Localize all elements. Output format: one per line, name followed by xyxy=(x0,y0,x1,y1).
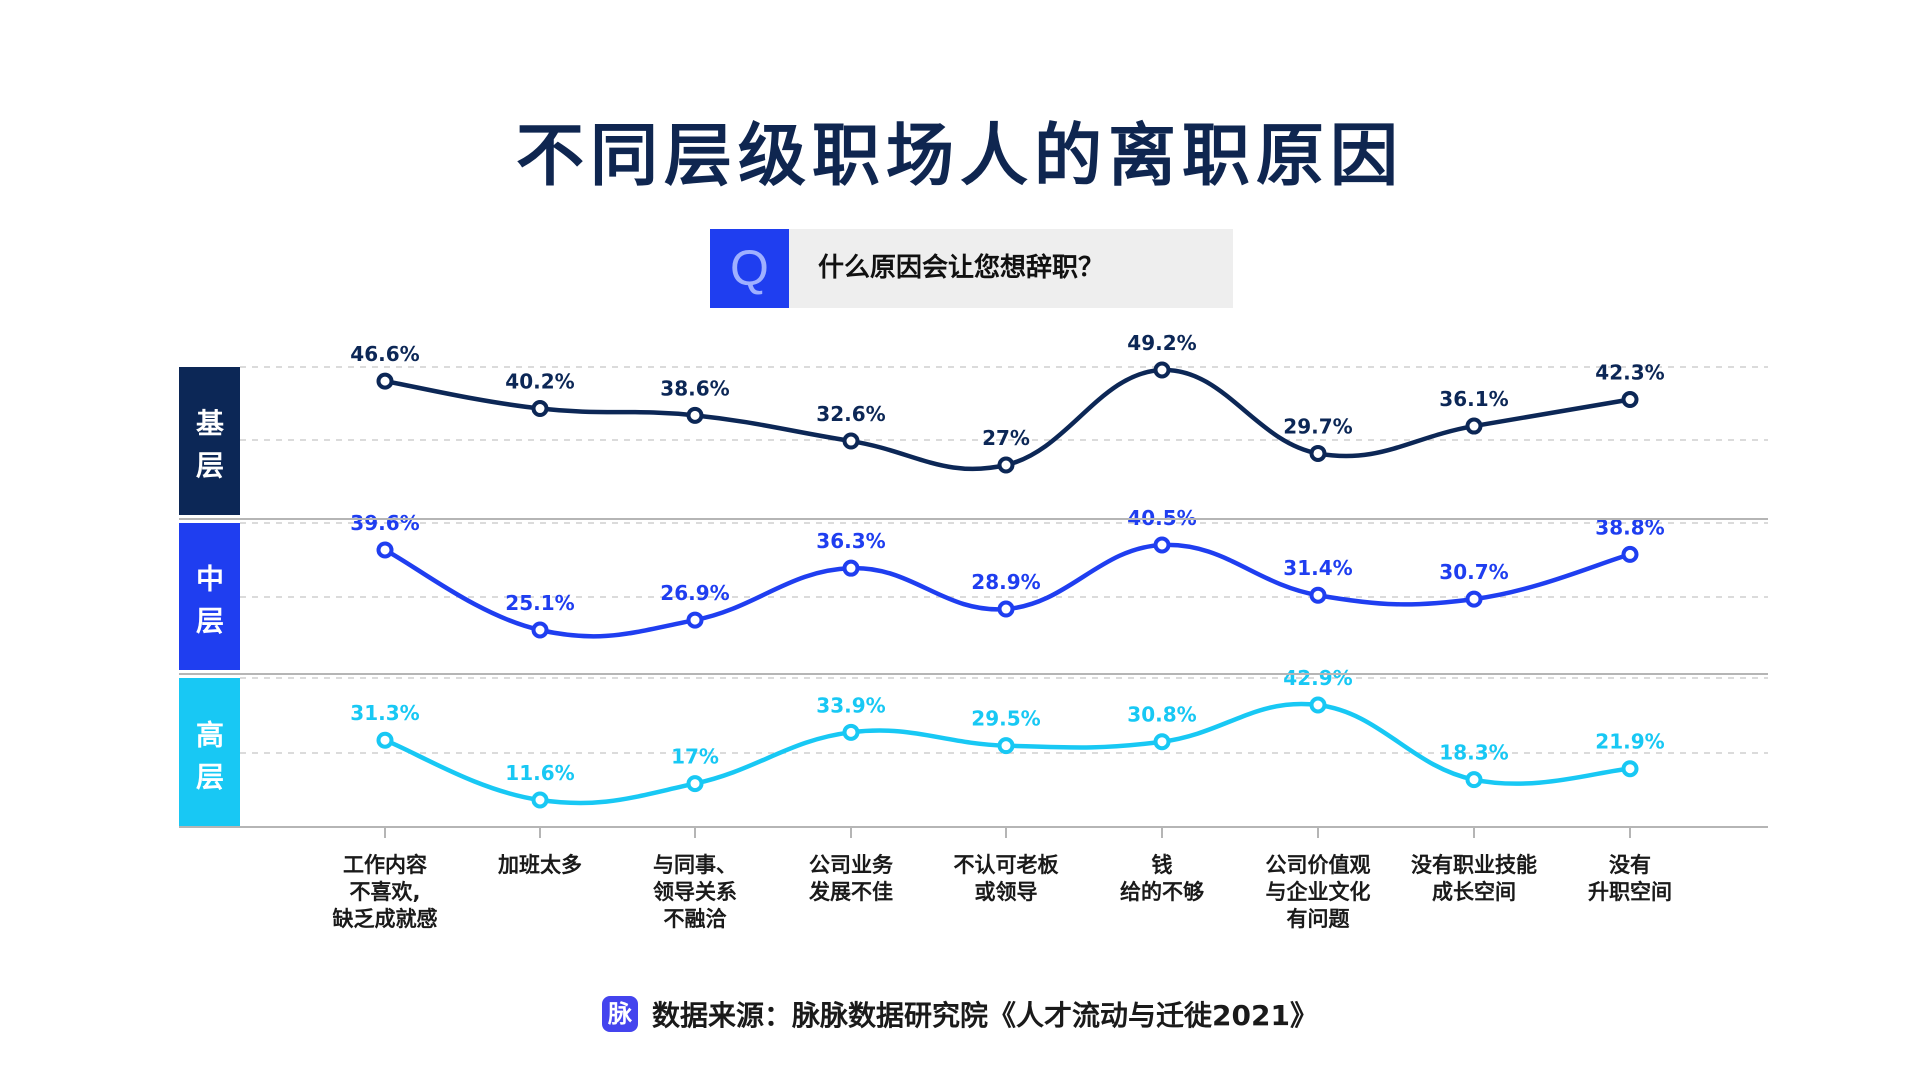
source-text: 数据来源：脉脉数据研究院《人才流动与迁徙2021》 xyxy=(652,999,1318,1032)
data-point xyxy=(1153,361,1171,379)
data-point xyxy=(1621,391,1639,409)
data-point xyxy=(1621,760,1639,778)
series-label: 层 xyxy=(196,605,224,638)
data-point xyxy=(686,406,704,424)
x-tick-label: 工作内容 xyxy=(343,853,427,877)
x-tick-label: 不融洽 xyxy=(664,907,728,931)
chart-title: 不同层级职场人的离职原因 xyxy=(515,116,1404,196)
data-point xyxy=(686,775,704,793)
data-label: 49.2% xyxy=(1127,331,1196,355)
panel-label-bg xyxy=(179,678,240,827)
data-label: 26.9% xyxy=(660,581,729,605)
source-line: 脉 数据来源：脉脉数据研究院《人才流动与迁徙2021》 xyxy=(0,994,1920,1034)
x-tick-label: 没有职业技能 xyxy=(1411,853,1537,877)
data-point xyxy=(842,559,860,577)
data-label: 17% xyxy=(671,745,719,769)
data-label: 46.6% xyxy=(350,342,419,366)
data-label: 25.1% xyxy=(505,591,574,615)
data-point xyxy=(1153,733,1171,751)
x-tick-label: 给的不够 xyxy=(1120,880,1204,904)
data-label: 36.1% xyxy=(1439,387,1508,411)
series-label: 层 xyxy=(196,449,224,482)
x-tick-label: 缺乏成就感 xyxy=(333,907,438,931)
data-label: 38.6% xyxy=(660,376,729,400)
panel-label-bg xyxy=(179,523,240,670)
series-label: 层 xyxy=(196,761,224,794)
x-tick-label: 领导关系 xyxy=(653,880,737,904)
x-tick-label: 或领导 xyxy=(975,880,1038,904)
question-box: Q 什么原因会让您想辞职？ xyxy=(710,229,1233,308)
data-point xyxy=(997,737,1015,755)
data-label: 30.7% xyxy=(1439,560,1508,584)
x-tick-label: 公司业务 xyxy=(809,853,894,877)
series-label: 高 xyxy=(196,719,224,752)
data-point xyxy=(531,621,549,639)
x-tick-label: 没有 xyxy=(1609,853,1651,877)
data-label: 32.6% xyxy=(816,402,885,426)
panel-label-bg xyxy=(179,367,240,515)
x-tick-label: 与企业文化 xyxy=(1266,880,1371,904)
data-point xyxy=(376,731,394,749)
data-point xyxy=(842,432,860,450)
data-point xyxy=(686,611,704,629)
data-point xyxy=(1153,536,1171,554)
x-tick-label: 加班太多 xyxy=(497,853,582,877)
data-point xyxy=(1309,696,1327,714)
data-label: 42.9% xyxy=(1283,666,1352,690)
question-icon: Q xyxy=(710,229,789,308)
data-label: 27% xyxy=(982,426,1030,450)
data-label: 39.6% xyxy=(350,511,419,535)
data-label: 18.3% xyxy=(1439,741,1508,765)
data-label: 21.9% xyxy=(1595,730,1664,754)
data-point xyxy=(842,723,860,741)
data-point xyxy=(376,372,394,390)
data-point xyxy=(1465,771,1483,789)
data-label: 29.7% xyxy=(1283,414,1352,438)
data-label: 30.8% xyxy=(1127,703,1196,727)
data-label: 31.3% xyxy=(350,701,419,725)
data-label: 11.6% xyxy=(505,761,574,785)
data-point xyxy=(1465,590,1483,608)
x-tick-label: 发展不佳 xyxy=(808,880,893,904)
data-label: 28.9% xyxy=(971,570,1040,594)
x-tick-label: 不认可老板 xyxy=(954,853,1060,877)
data-label: 40.2% xyxy=(505,370,574,394)
series-label: 基 xyxy=(196,407,224,440)
x-tick-label: 成长空间 xyxy=(1432,880,1516,904)
data-label: 29.5% xyxy=(971,707,1040,731)
x-tick-label: 公司价值观 xyxy=(1266,853,1371,877)
data-point xyxy=(1621,545,1639,563)
series-label: 中 xyxy=(196,563,224,596)
data-label: 31.4% xyxy=(1283,556,1352,580)
data-label: 36.3% xyxy=(816,529,885,553)
data-point xyxy=(1309,444,1327,462)
x-tick-label: 与同事、 xyxy=(653,853,737,877)
data-label: 42.3% xyxy=(1595,361,1664,385)
x-tick-label: 升职空间 xyxy=(1588,880,1672,904)
data-point xyxy=(1309,586,1327,604)
series-line xyxy=(384,367,1631,472)
data-point xyxy=(997,600,1015,618)
x-tick-label: 钱 xyxy=(1152,853,1173,877)
data-point xyxy=(1465,417,1483,435)
data-point xyxy=(531,400,549,418)
x-tick-label: 有问题 xyxy=(1287,907,1351,931)
question-text: 什么原因会让您想辞职？ xyxy=(818,253,1105,283)
x-tick-label: 不喜欢, xyxy=(350,880,421,904)
data-label: 33.9% xyxy=(816,693,885,717)
data-point xyxy=(997,456,1015,474)
data-point xyxy=(531,791,549,809)
maimai-logo-icon: 脉 xyxy=(602,996,639,1032)
data-point xyxy=(376,541,394,559)
